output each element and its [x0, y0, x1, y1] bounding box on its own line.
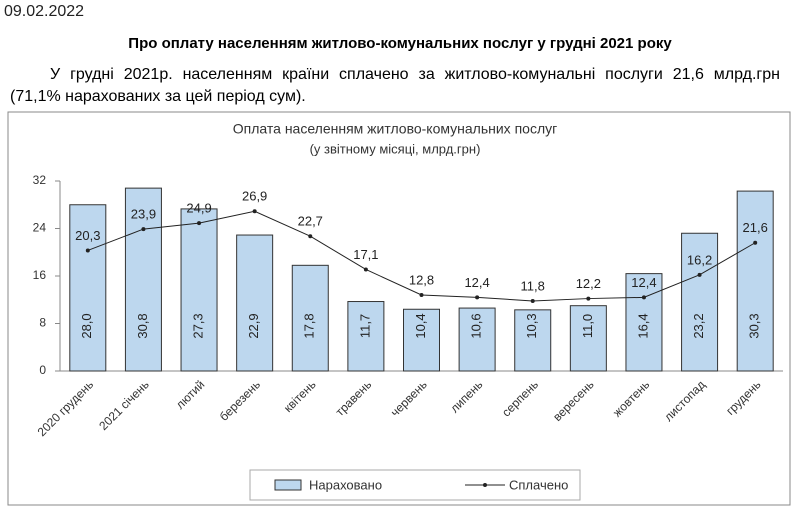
x-tick-label: 2020 грудень [35, 377, 97, 439]
bar-value-label: 11,0 [580, 314, 595, 338]
bar [514, 309, 552, 372]
line-point [85, 248, 90, 253]
line-point [530, 298, 535, 303]
x-tick-label: листопад [661, 377, 708, 424]
legend-swatch [274, 479, 302, 491]
bar [736, 190, 774, 372]
bar-value-label: 10,3 [524, 313, 539, 338]
y-tick-label: 8 [39, 316, 46, 330]
x-tick-label: грудень [723, 377, 763, 417]
x-tick-label: жовтень [610, 377, 652, 419]
y-tick-label: 0 [39, 363, 46, 377]
chart-subtitle: (у звітному місяці, млрд.грн) [310, 141, 481, 156]
line-point [197, 221, 202, 226]
bar-value-label: 28,0 [79, 313, 94, 338]
line-point [753, 240, 758, 245]
y-tick-label: 24 [33, 221, 47, 235]
line-point [697, 272, 702, 277]
x-tick-label: вересень [550, 377, 597, 424]
line-point [308, 234, 313, 239]
legend-label: Сплачено [509, 477, 568, 492]
line-value-label: 26,9 [242, 189, 267, 204]
line-value-label: 12,2 [576, 276, 601, 291]
line-value-label: 20,3 [75, 228, 100, 243]
bar [681, 232, 719, 372]
x-tick-label: травень [333, 377, 374, 418]
bar [569, 305, 607, 372]
x-tick-label: лютий [173, 377, 207, 411]
line-value-label: 23,9 [131, 207, 156, 222]
bar [124, 187, 162, 372]
line-point [141, 227, 146, 232]
bar [403, 308, 440, 372]
x-tick-label: 2021 січень [96, 377, 152, 433]
bar-value-label: 11,7 [357, 314, 372, 338]
bar-value-label: 23,2 [691, 313, 706, 338]
line-value-label: 17,1 [353, 247, 378, 262]
line-value-label: 12,4 [631, 275, 656, 290]
x-tick-label: червень [388, 377, 430, 419]
date: 09.02.2022 [4, 3, 85, 20]
paragraph: У грудні 2021р. населенням країни сплаче… [10, 66, 780, 105]
bar-value-label: 22,9 [246, 313, 261, 338]
y-tick-label: 32 [33, 173, 47, 187]
bar [291, 264, 329, 372]
line-point [586, 296, 591, 301]
line-value-label: 11,8 [521, 278, 545, 293]
legend-label: Нараховано [309, 477, 382, 492]
bar-value-label: 10,4 [413, 313, 428, 338]
line-point [252, 209, 257, 214]
x-tick-label: березень [217, 377, 263, 423]
chart-title: Оплата населенням житлово-комунальних по… [233, 121, 557, 137]
bar-value-label: 17,8 [302, 313, 317, 338]
y-tick-label: 16 [33, 268, 47, 282]
chart-frame [7, 111, 791, 506]
heading: Про оплату населенням житлово-комунальни… [128, 35, 672, 52]
bar [236, 234, 274, 372]
x-tick-label: серпень [499, 377, 541, 419]
legend-marker [483, 483, 487, 487]
bar-value-label: 10,6 [469, 313, 484, 338]
bar-value-label: 16,4 [635, 313, 650, 338]
line-point [475, 295, 480, 300]
bar-value-label: 27,3 [190, 313, 205, 338]
line-value-label: 16,2 [687, 252, 712, 267]
bar [347, 301, 385, 372]
line-point [419, 293, 424, 297]
line-value-label: 22,7 [298, 214, 323, 229]
legend-frame [249, 469, 581, 501]
line-value-label: 24,9 [186, 201, 211, 216]
x-tick-label: квітень [281, 377, 319, 415]
bar [625, 273, 663, 372]
bar [458, 307, 496, 372]
x-tick-label: липень [447, 377, 485, 415]
line-value-label: 12,8 [409, 272, 434, 287]
line-value-label: 12,4 [464, 275, 489, 290]
bar [180, 208, 218, 372]
line-point [363, 267, 368, 272]
bar-value-label: 30,3 [747, 313, 762, 338]
bar-value-label: 30,8 [135, 313, 150, 338]
line-value-label: 21,6 [743, 220, 768, 235]
bar [69, 204, 107, 372]
line-point [641, 295, 646, 300]
